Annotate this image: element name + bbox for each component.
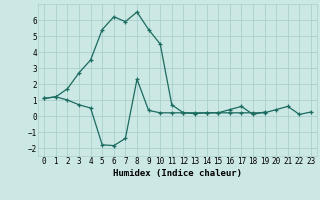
X-axis label: Humidex (Indice chaleur): Humidex (Indice chaleur) — [113, 169, 242, 178]
